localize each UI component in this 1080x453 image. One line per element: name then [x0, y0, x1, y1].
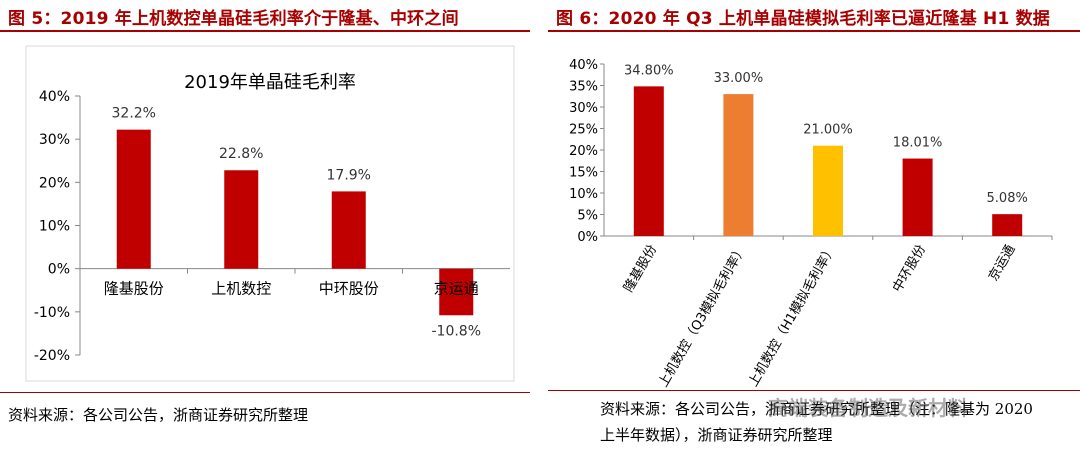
bar: [439, 268, 474, 316]
category-label: 上机数控（Q3模拟毛利率）: [655, 242, 750, 390]
figure-6-title: 图 6：2020 年 Q3 上机单晶硅模拟毛利率已逼近隆基 H1 数据: [556, 9, 1050, 29]
category-label: 上机数控: [211, 280, 271, 298]
y-tick-label: 20%: [569, 144, 598, 159]
chart-2020-gross-margin: 40% 35% 30% 25% 20% 15% 10% 5% 0% 34.80% 隆基股份 33.00…: [569, 58, 1053, 390]
category-label: 隆基股份: [621, 243, 660, 296]
bar: [723, 94, 754, 236]
bar: [331, 191, 366, 269]
y-tick-label: 35%: [569, 80, 598, 95]
figure-6-panel: 图 6：2020 年 Q3 上机单晶硅模拟毛利率已逼近隆基 H1 数据 40% 3…: [548, 0, 1080, 453]
data-label: 22.8%: [219, 146, 263, 162]
category-label: 中环股份: [319, 280, 379, 298]
data-label: 33.00%: [714, 71, 764, 86]
y-tick-label: 30%: [39, 132, 70, 148]
chart-2019-gross-margin: 2019年单晶硅毛利率 40% 30% 20% 10% 0% -10% -20% 32.2% 隆基…: [25, 45, 515, 382]
data-label: 5.08%: [987, 191, 1028, 206]
y-tick-label: 5%: [577, 209, 598, 224]
y-tick-label: 25%: [569, 123, 598, 138]
data-label: 17.9%: [327, 167, 371, 183]
bar: [224, 170, 259, 269]
y-tick-label: 0%: [577, 230, 598, 245]
data-label: 18.01%: [893, 136, 943, 151]
y-tick-label: 40%: [39, 89, 70, 105]
y-tick-label: 30%: [569, 101, 598, 116]
figure-5-top-rule: [0, 30, 530, 32]
watermark-text: 高端装备制造及新材料: [768, 396, 968, 420]
category-label: 隆基股份: [104, 280, 164, 298]
figure-6-top-rule: [548, 30, 1080, 32]
y-tick-label: 10%: [569, 187, 598, 202]
chart-title: 2019年单晶硅毛利率: [184, 72, 356, 93]
data-label: 32.2%: [112, 106, 156, 122]
category-label: 京运通: [434, 280, 479, 298]
bar: [116, 129, 151, 269]
chart-frame: [25, 45, 515, 382]
figure-5-title: 图 5：2019 年上机数控单晶硅毛利率介于隆基、中环之间: [8, 9, 459, 29]
y-tick-label: 20%: [39, 175, 70, 191]
bar: [813, 145, 843, 236]
figure-6-source-line1: 资料来源：各公司公告，浙商证券研究所整理（注：隆基为 2020: [600, 400, 1033, 418]
bar: [633, 86, 664, 236]
data-label: 21.00%: [803, 123, 853, 138]
figure-5-bottom-rule: [0, 392, 530, 393]
y-tick-label: 40%: [569, 58, 598, 73]
bar: [902, 158, 933, 236]
y-tick-label: -20%: [34, 348, 70, 364]
y-tick-label: -10%: [34, 305, 70, 321]
bar: [992, 214, 1023, 236]
category-label: 上机数控（H1模拟毛利率）: [745, 242, 839, 389]
figure-6-source-line2: 上半年数据），浙商证券研究所整理: [600, 426, 833, 444]
figure-5-panel: 图 5：2019 年上机数控单晶硅毛利率介于隆基、中环之间 2019年单晶硅毛利…: [0, 0, 530, 453]
data-label: -10.8%: [431, 323, 481, 339]
figure-5-source: 资料来源：各公司公告，浙商证券研究所整理: [8, 406, 309, 424]
y-tick-label: 0%: [48, 262, 70, 278]
category-label: 中环股份: [890, 243, 929, 296]
y-tick-label: 15%: [569, 166, 598, 181]
figure-6-bottom-rule: [548, 390, 1080, 391]
y-tick-label: 10%: [39, 219, 70, 235]
category-label: 京运通: [986, 243, 1018, 284]
data-label: 34.80%: [624, 63, 674, 78]
